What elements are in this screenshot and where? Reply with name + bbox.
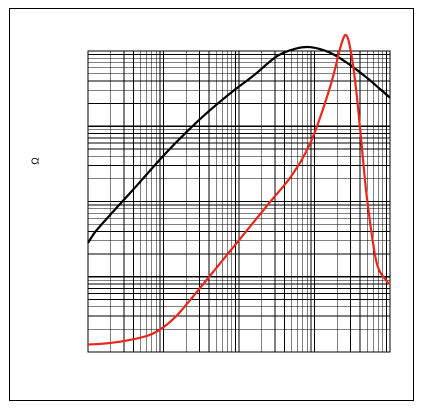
chart-frame: Ω: [9, 8, 414, 401]
chart-grid: [87, 50, 391, 353]
plot-border: [87, 50, 391, 353]
y-axis-label: Ω: [31, 157, 42, 165]
series-line-2: [87, 33, 391, 346]
chart-svg: Ω: [31, 33, 391, 353]
chart-series-group: [87, 33, 391, 346]
